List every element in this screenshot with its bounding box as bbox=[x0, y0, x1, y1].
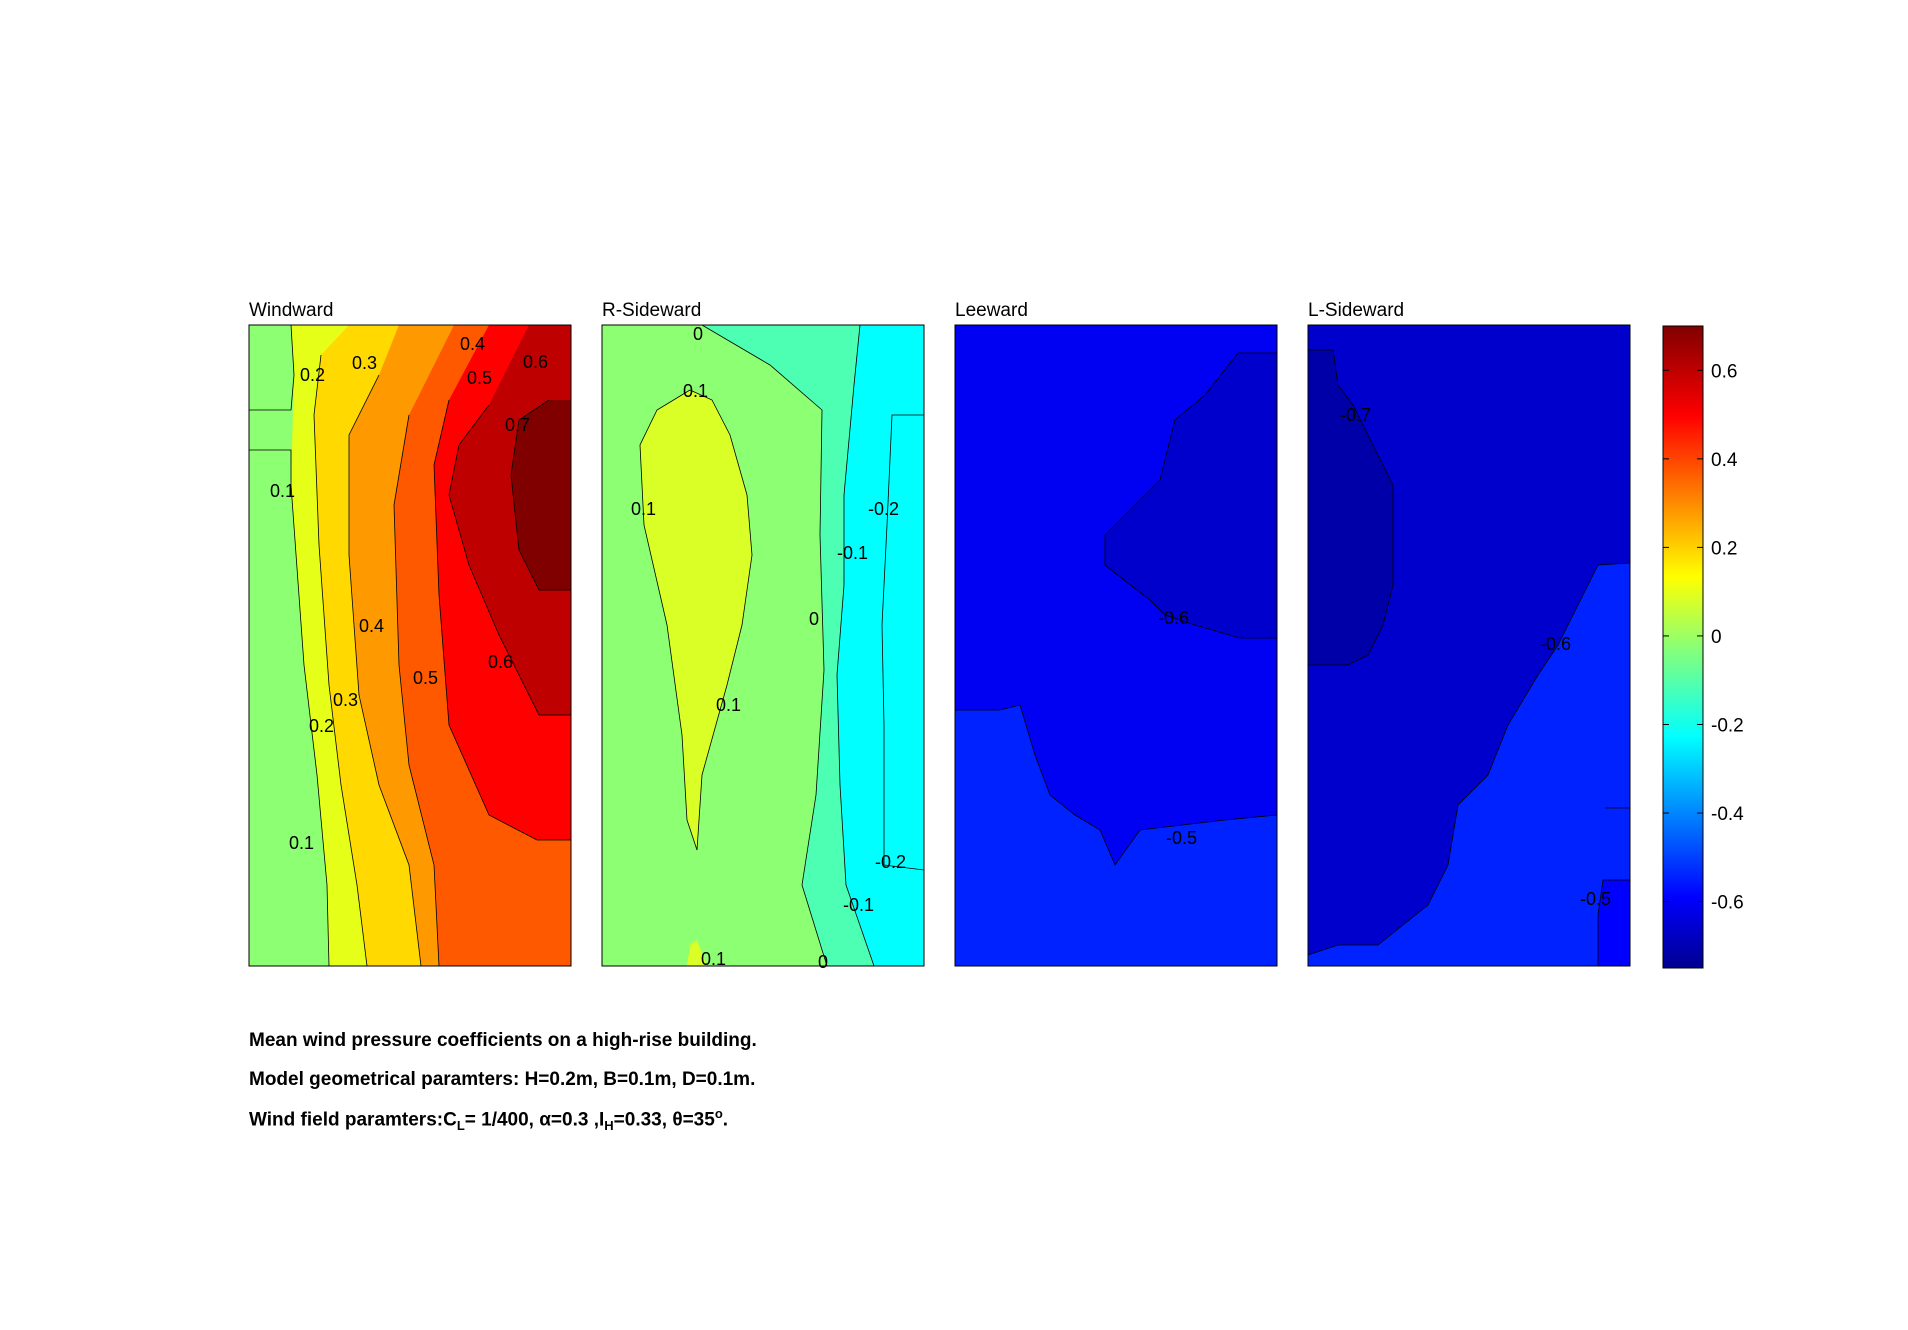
caption-text: θ=35 bbox=[672, 1109, 715, 1131]
caption-text: =0.33, bbox=[613, 1109, 673, 1131]
band-leeward-2 bbox=[1105, 353, 1277, 638]
contour-label: 0 bbox=[809, 609, 819, 629]
panel-r-sideward: R-Sideward 0 0.1 0.1 -0.2 -0.1 0 0.1 -0.… bbox=[601, 300, 925, 972]
contour-label: -0.5 bbox=[1166, 828, 1197, 848]
colorbar-tick-label: -0.2 bbox=[1711, 715, 1744, 736]
caption-line-1: Mean wind pressure coefficients on a hig… bbox=[249, 1030, 757, 1051]
contour-lines-l-sideward bbox=[1308, 349, 1630, 966]
contour-label: 0.2 bbox=[309, 716, 334, 736]
caption-line-3: Wind field paramters:CL= 1/400, α=0.3 ,I… bbox=[249, 1106, 728, 1133]
colorbar-ticks: 0.6 0.4 0.2 0 -0.2 -0.4 -0.6 bbox=[1663, 361, 1744, 914]
contour-labels-l-sideward: -0.7 -0.6 -0.5 bbox=[1340, 405, 1611, 909]
contour-label: 0.1 bbox=[716, 695, 741, 715]
contour-label: 0 bbox=[818, 952, 828, 972]
contour-label: -0.7 bbox=[1340, 405, 1371, 425]
panel-title-leeward: Leeward bbox=[955, 300, 1028, 321]
colorbar-tick-label: 0.2 bbox=[1711, 538, 1737, 559]
contour-label: -0.1 bbox=[843, 895, 874, 915]
contour-label: 0.1 bbox=[631, 499, 656, 519]
contour-label: -0.2 bbox=[868, 499, 899, 519]
contour-label: 0.7 bbox=[505, 415, 530, 435]
contour-label: 0.2 bbox=[300, 365, 325, 385]
contour-lines-leeward bbox=[955, 352, 1277, 866]
contour-label: 0.3 bbox=[352, 353, 377, 373]
contour-label: 0.5 bbox=[413, 668, 438, 688]
panel-leeward: Leeward -0.6 -0.5 bbox=[954, 300, 1278, 967]
contour-labels-windward: 0.2 0.3 0.4 0.5 0.6 0.7 0.1 0.4 0.5 0.6 … bbox=[270, 334, 548, 853]
caption-line-2: Model geometrical paramters: H=0.2m, B=0… bbox=[249, 1069, 756, 1090]
contour-label: -0.6 bbox=[1540, 634, 1571, 654]
colorbar-tick-label: 0.6 bbox=[1711, 361, 1737, 382]
band-lside-3 bbox=[1598, 880, 1630, 966]
contour-label: 0.1 bbox=[683, 381, 708, 401]
colorbar-tick-label: -0.4 bbox=[1711, 804, 1744, 825]
caption-subscript: L bbox=[456, 1118, 465, 1134]
contour-label: 0.1 bbox=[270, 481, 295, 501]
contour-label: 0.1 bbox=[701, 949, 726, 969]
panel-l-sideward: L-Sideward -0.7 -0.6 -0.5 bbox=[1307, 300, 1631, 967]
contour-label: 0.4 bbox=[460, 334, 485, 354]
contour-lines-windward bbox=[249, 325, 571, 966]
caption-subscript: H bbox=[604, 1118, 614, 1134]
contour-labels-leeward: -0.6 -0.5 bbox=[1158, 608, 1197, 848]
contour-label: -0.2 bbox=[875, 852, 906, 872]
caption-superscript: o bbox=[714, 1106, 723, 1121]
panel-title-l-sideward: L-Sideward bbox=[1308, 300, 1404, 321]
contour-label: 0.6 bbox=[488, 652, 513, 672]
contour-lines-r-sideward bbox=[639, 325, 924, 966]
contour-label: 0 bbox=[693, 324, 703, 344]
colorbar-tick-label: 0 bbox=[1711, 627, 1722, 648]
contour-label: 0.1 bbox=[289, 833, 314, 853]
band-lside-2 bbox=[1308, 350, 1393, 665]
caption-text: . bbox=[722, 1109, 729, 1131]
caption-text: α=0.3 ,I bbox=[539, 1109, 605, 1131]
colorbar: 0.6 0.4 0.2 0 -0.2 -0.4 -0.6 bbox=[1662, 325, 1744, 969]
panel-title-windward: Windward bbox=[249, 300, 333, 321]
colorbar-tick-label: 0.4 bbox=[1711, 450, 1738, 471]
contour-label: 0.5 bbox=[467, 368, 492, 388]
contour-label: 0.3 bbox=[333, 690, 358, 710]
band-rside-4 bbox=[687, 940, 707, 966]
caption-text: = 1/400, bbox=[464, 1109, 540, 1131]
panel-title-r-sideward: R-Sideward bbox=[602, 300, 701, 321]
panel-windward: Windward 0.2 0.3 0.4 bbox=[248, 300, 572, 967]
contour-label: 0.4 bbox=[359, 616, 384, 636]
contour-label: 0.6 bbox=[523, 352, 548, 372]
band-windward-7 bbox=[511, 400, 571, 590]
contour-label: -0.1 bbox=[837, 543, 868, 563]
contour-labels-r-sideward: 0 0.1 0.1 -0.2 -0.1 0 0.1 -0.2 -0.1 0.1 … bbox=[631, 324, 906, 972]
contour-label: -0.5 bbox=[1580, 889, 1611, 909]
colorbar-tick-label: -0.6 bbox=[1711, 893, 1744, 914]
contour-label: -0.6 bbox=[1158, 608, 1189, 628]
band-rside-3 bbox=[640, 390, 752, 850]
colorbar-gradient bbox=[1662, 325, 1704, 969]
caption-text: Wind field paramters:C bbox=[249, 1109, 457, 1131]
